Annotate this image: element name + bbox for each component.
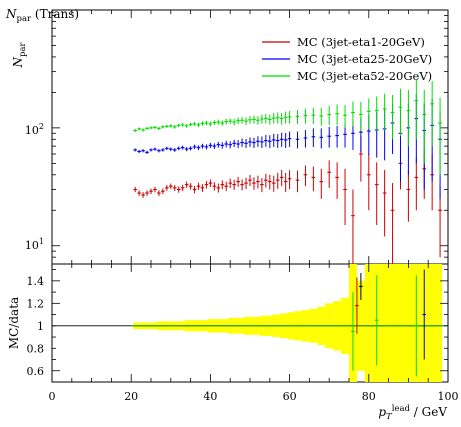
- ratio-y-tick-label: 1: [37, 320, 44, 333]
- x-tick-label: 40: [203, 390, 217, 403]
- ratio-y-tick-label: 0.8: [27, 342, 45, 355]
- ratio-points: [351, 269, 427, 377]
- svg-text:Npar: Npar: [11, 42, 28, 69]
- ratio-y-tick-label: 1.2: [27, 297, 45, 310]
- legend: MC (3jet-eta1-20GeV) MC (3jet-eta25-20Ge…: [262, 35, 432, 83]
- main-panel-ticks: [52, 14, 448, 265]
- ratio-y-tick-label: 0.6: [27, 365, 45, 378]
- x-axis-label: pTlead / GeV: [378, 404, 447, 422]
- ratio-y-tick-label: 1.4: [27, 275, 45, 288]
- x-tick-label: 100: [438, 390, 459, 403]
- legend-label-eta25: MC (3jet-eta25-20GeV): [297, 52, 432, 66]
- ratio-y-axis-label: MC/data: [7, 297, 21, 349]
- series-3: [133, 78, 442, 175]
- x-axis-ticks: 0 20 40 60 80 100: [49, 10, 459, 403]
- band-segment: [428, 264, 437, 382]
- x-tick-label: 0: [49, 390, 56, 403]
- main-y-axis-label: Npar: [11, 42, 28, 69]
- band-segment: [380, 264, 389, 382]
- x-tick-label: 80: [362, 390, 376, 403]
- main-panel-series: [133, 78, 442, 264]
- x-tick-label: 20: [124, 390, 138, 403]
- legend-label-eta52: MC (3jet-eta52-20GeV): [297, 69, 432, 83]
- series-2: [133, 95, 442, 199]
- band-segment: [396, 264, 405, 382]
- series-1: [133, 136, 442, 264]
- band-segment: [388, 264, 397, 382]
- band-segment: [404, 264, 413, 382]
- ratio-panel-ticks: 0.6 0.8 1 1.2 1.4: [27, 269, 448, 383]
- band-segment: [364, 264, 373, 382]
- x-tick-label: 60: [283, 390, 297, 403]
- band-segment: [436, 264, 443, 382]
- main-y-tick-label-100: 102: [25, 122, 44, 137]
- ratio-uncertainty-band: [52, 264, 448, 382]
- legend-label-eta1: MC (3jet-eta1-20GeV): [297, 35, 425, 49]
- main-y-tick-label-10: 101: [25, 237, 44, 252]
